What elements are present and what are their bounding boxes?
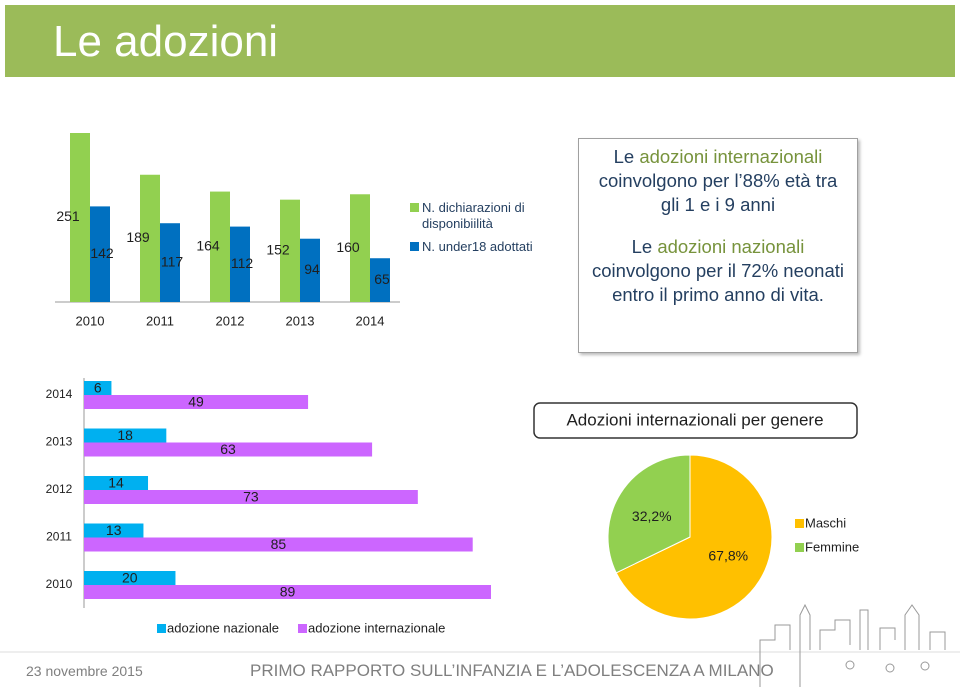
legend-swatch: [795, 543, 804, 552]
pie-title-box: [533, 402, 858, 439]
legend-swatch: [298, 624, 307, 633]
y-tick-label: 2011: [46, 530, 72, 544]
bar: [84, 571, 176, 585]
x-tick-label: 2010: [76, 313, 105, 328]
legend-label: Femmine: [805, 539, 859, 554]
legend-label: N. under18 adottati: [422, 239, 533, 254]
data-label: 117: [161, 253, 184, 269]
title-banner: Le adozioni: [5, 5, 955, 77]
pie-slice: [607, 454, 691, 574]
bar: [370, 258, 390, 302]
footer-title: PRIMO RAPPORTO SULL’INFANZIA E L’ADOLESC…: [250, 661, 774, 680]
legend-label: adozione internazionale: [308, 620, 445, 635]
bar: [84, 428, 167, 443]
text-run: coinvolgono per il 72% neonati entro il …: [592, 260, 844, 305]
y-tick-label: 2014: [46, 387, 73, 401]
highlight-text: adozioni nazionali: [657, 236, 805, 257]
text-run: Le: [613, 146, 635, 167]
legend-label: adozione nazionale: [167, 620, 279, 635]
text-box: Le adozioni internazionali coinvolgono p…: [578, 138, 858, 353]
highlight-text: adozioni internazionali: [639, 146, 823, 167]
x-tick-label: 2014: [356, 313, 385, 328]
y-tick-label: 2013: [46, 435, 73, 449]
bar: [84, 442, 373, 457]
data-label: 63: [220, 441, 236, 457]
pie-title: Adozioni internazionali per genere: [566, 410, 823, 429]
data-label: 14: [108, 475, 124, 491]
bar: [70, 133, 90, 302]
bar: [84, 476, 149, 490]
data-label: 49: [188, 394, 204, 410]
skyline-decoration: [759, 603, 946, 687]
bar: [350, 194, 370, 302]
data-label: 73: [243, 489, 259, 505]
data-label: 160: [336, 239, 360, 255]
paragraph: Le adozioni nazionali coinvolgono per il…: [587, 235, 849, 307]
bar: [280, 199, 300, 302]
bar: [84, 490, 418, 504]
data-label: 13: [106, 522, 122, 538]
data-label: 152: [266, 242, 290, 258]
x-tick-label: 2013: [286, 313, 315, 328]
slide-title: Le adozioni: [53, 17, 279, 66]
legend-swatch: [795, 519, 804, 528]
x-tick-label: 2012: [216, 313, 245, 328]
data-label: 189: [126, 229, 150, 245]
legend-swatch: [410, 203, 419, 212]
x-tick-label: 2011: [146, 313, 174, 328]
data-label: 67,8%: [708, 547, 748, 563]
bar: [230, 226, 250, 302]
bar: [84, 523, 144, 538]
data-label: 85: [271, 536, 287, 552]
bar: [90, 206, 110, 302]
legend-label: Maschi: [805, 515, 846, 530]
data-label: 251: [56, 208, 80, 224]
bar: [140, 174, 160, 302]
y-tick-label: 2012: [46, 482, 73, 496]
paragraph: Le adozioni internazionali coinvolgono p…: [587, 145, 849, 217]
data-label: 142: [90, 245, 114, 261]
data-label: 32,2%: [632, 508, 672, 524]
pie-slice: [615, 454, 773, 620]
data-label: 18: [117, 427, 133, 443]
data-label: 164: [196, 237, 220, 253]
bar: [84, 395, 309, 409]
bar: [300, 238, 320, 302]
text-run: coinvolgono per l’88% età tra gli 1 e i …: [598, 170, 838, 215]
legend-swatch: [157, 624, 166, 633]
data-label: 94: [304, 261, 320, 277]
legend-swatch: [410, 242, 419, 251]
data-label: 6: [94, 380, 102, 396]
y-tick-label: 2010: [46, 577, 73, 591]
data-label: 65: [374, 271, 390, 287]
bar: [210, 191, 230, 302]
data-label: 112: [231, 255, 254, 271]
data-label: 20: [122, 570, 138, 586]
bar: [84, 537, 473, 552]
bar: [160, 223, 180, 302]
data-label: 89: [280, 584, 296, 600]
legend-label: N. dichiarazioni di disponibiilità: [422, 200, 525, 231]
footer-date: 23 novembre 2015: [26, 663, 143, 679]
bar: [84, 585, 491, 599]
bar: [84, 381, 112, 395]
text-run: Le: [631, 236, 653, 257]
